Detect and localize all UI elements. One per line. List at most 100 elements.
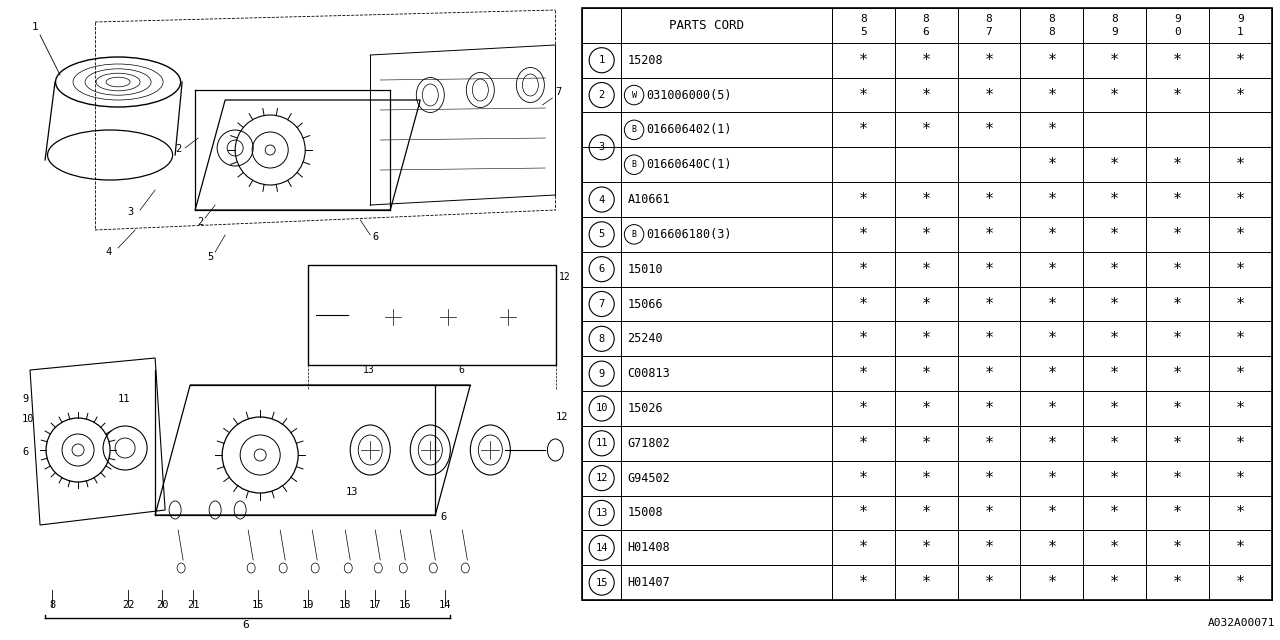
Text: C00813: C00813	[627, 367, 671, 380]
Text: *: *	[1047, 227, 1056, 242]
Text: 12: 12	[595, 473, 608, 483]
Text: *: *	[984, 506, 993, 520]
Text: 5: 5	[860, 28, 867, 37]
Text: 6: 6	[242, 620, 248, 630]
Text: *: *	[922, 470, 931, 486]
Text: *: *	[922, 296, 931, 312]
Text: *: *	[1172, 540, 1183, 556]
Text: *: *	[859, 262, 868, 276]
Text: 9: 9	[1174, 14, 1181, 24]
Text: *: *	[1110, 540, 1119, 556]
Text: 7: 7	[986, 28, 992, 37]
Text: 15: 15	[252, 600, 265, 610]
Text: *: *	[984, 122, 993, 138]
Text: *: *	[1110, 227, 1119, 242]
Text: *: *	[984, 470, 993, 486]
Text: *: *	[1172, 192, 1183, 207]
Text: B: B	[631, 125, 636, 134]
Bar	[308, 265, 557, 365]
Text: 11: 11	[118, 394, 131, 404]
Text: *: *	[1047, 575, 1056, 590]
Text: B: B	[631, 230, 636, 239]
Text: *: *	[859, 366, 868, 381]
Text: *: *	[1047, 506, 1056, 520]
Text: 15: 15	[595, 577, 608, 588]
Text: 10: 10	[595, 403, 608, 413]
Text: 016606180(3): 016606180(3)	[646, 228, 731, 241]
Text: PARTS CORD: PARTS CORD	[669, 19, 745, 32]
Text: 1: 1	[1238, 28, 1244, 37]
Text: *: *	[1047, 88, 1056, 102]
Text: 22: 22	[122, 600, 134, 610]
Bar	[582, 8, 1272, 600]
Text: *: *	[1047, 192, 1056, 207]
Text: 2: 2	[197, 217, 204, 227]
Text: 9: 9	[599, 369, 604, 379]
Text: *: *	[1172, 296, 1183, 312]
Text: *: *	[984, 227, 993, 242]
Text: 11: 11	[595, 438, 608, 448]
Text: 01660640C(1): 01660640C(1)	[646, 158, 731, 172]
Text: *: *	[1047, 401, 1056, 416]
Text: *: *	[1047, 436, 1056, 451]
Text: 5: 5	[207, 252, 214, 262]
Text: *: *	[1172, 575, 1183, 590]
Text: *: *	[1110, 332, 1119, 346]
Text: 12: 12	[558, 272, 570, 282]
Text: *: *	[922, 52, 931, 68]
Text: *: *	[984, 296, 993, 312]
Text: *: *	[859, 436, 868, 451]
Text: *: *	[1110, 575, 1119, 590]
Text: *: *	[1110, 88, 1119, 102]
Text: 14: 14	[595, 543, 608, 553]
Text: 25240: 25240	[627, 332, 663, 346]
Text: 18: 18	[339, 600, 352, 610]
Text: *: *	[1236, 88, 1245, 102]
Text: 8: 8	[599, 334, 604, 344]
Text: *: *	[1236, 192, 1245, 207]
Text: *: *	[1047, 540, 1056, 556]
Text: 6: 6	[599, 264, 604, 274]
Text: *: *	[1110, 401, 1119, 416]
Text: *: *	[859, 88, 868, 102]
Text: *: *	[1047, 122, 1056, 138]
Text: 13: 13	[364, 365, 375, 375]
Text: *: *	[859, 540, 868, 556]
Text: *: *	[859, 192, 868, 207]
Text: 19: 19	[302, 600, 315, 610]
Text: 5: 5	[599, 229, 604, 239]
Text: 8: 8	[1048, 14, 1055, 24]
Text: 15008: 15008	[627, 506, 663, 520]
Text: *: *	[922, 332, 931, 346]
Text: 8: 8	[923, 14, 929, 24]
Text: A032A00071: A032A00071	[1207, 618, 1275, 628]
Text: *: *	[1047, 296, 1056, 312]
Text: H01408: H01408	[627, 541, 671, 554]
Text: 1: 1	[599, 55, 604, 65]
Text: *: *	[859, 470, 868, 486]
Text: *: *	[1236, 575, 1245, 590]
Text: 9: 9	[1238, 14, 1244, 24]
Text: 15208: 15208	[627, 54, 663, 67]
Text: 21: 21	[187, 600, 200, 610]
Text: *: *	[1172, 88, 1183, 102]
Text: *: *	[922, 506, 931, 520]
Text: *: *	[859, 296, 868, 312]
Text: *: *	[1172, 366, 1183, 381]
Text: 3: 3	[599, 142, 604, 152]
Text: 3: 3	[127, 207, 133, 217]
Text: *: *	[1172, 401, 1183, 416]
Text: 2: 2	[599, 90, 604, 100]
Text: *: *	[984, 192, 993, 207]
Text: 6: 6	[458, 365, 465, 375]
Text: 13: 13	[595, 508, 608, 518]
Text: *: *	[922, 366, 931, 381]
Text: *: *	[984, 436, 993, 451]
Text: *: *	[1172, 52, 1183, 68]
Text: *: *	[1236, 296, 1245, 312]
Text: 8: 8	[49, 600, 55, 610]
Text: *: *	[984, 88, 993, 102]
Text: *: *	[859, 332, 868, 346]
Text: *: *	[1172, 227, 1183, 242]
Text: *: *	[984, 575, 993, 590]
